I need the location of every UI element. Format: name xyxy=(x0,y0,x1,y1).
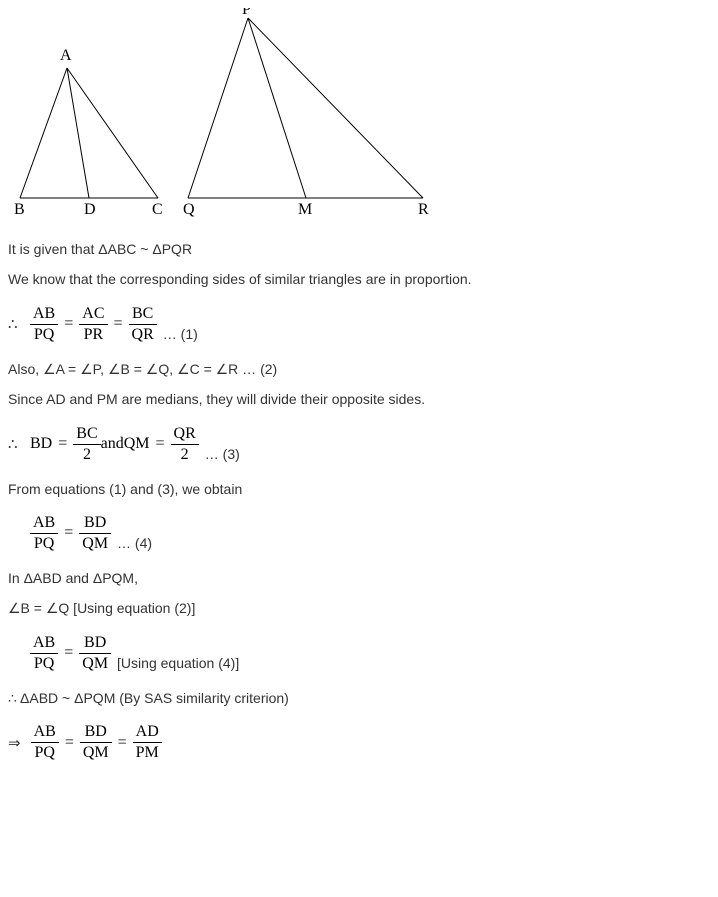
equation-5: ⇒ ABPQ = BDQM = ADPM xyxy=(8,723,710,762)
similar-triangles-diagram: A B C D P Q R M xyxy=(8,8,710,218)
equation-1: ∴ ABPQ = ACPR = BCQR … (1) xyxy=(8,305,710,344)
from-1-3-text: From equations (1) and (3), we obtain xyxy=(8,478,710,500)
svg-text:D: D xyxy=(84,201,96,218)
svg-text:M: M xyxy=(298,201,312,218)
equation-3-ref: … (3) xyxy=(205,446,240,464)
svg-text:B: B xyxy=(14,201,25,218)
svg-text:Q: Q xyxy=(183,201,195,218)
given-text: It is given that ΔABC ~ ΔPQR xyxy=(8,238,710,260)
equation-1-ref: … (1) xyxy=(163,326,198,344)
medians-text: Since AD and PM are medians, they will d… xyxy=(8,388,710,410)
in-abd-pqm-text: In ΔABD and ΔPQM, xyxy=(8,567,710,589)
therefore-symbol: ∴ xyxy=(8,315,20,333)
equation-4b: ABPQ = BDQM [Using equation (4)] xyxy=(8,634,710,673)
svg-text:R: R xyxy=(418,201,429,218)
using-4-text: [Using equation (4)] xyxy=(117,655,239,673)
angles-equal-text: Also, ∠A = ∠P, ∠B = ∠Q, ∠C = ∠R … (2) xyxy=(8,358,710,380)
equation-4-ref: … (4) xyxy=(117,535,152,553)
svg-text:C: C xyxy=(152,201,163,218)
therefore-symbol: ∴ xyxy=(8,435,20,453)
svg-text:P: P xyxy=(242,8,251,18)
proportion-text: We know that the corresponding sides of … xyxy=(8,268,710,290)
triangles-svg: A B C D P Q R M xyxy=(8,8,458,218)
angle-b-q-text: ∠B = ∠Q [Using equation (2)] xyxy=(8,597,710,619)
svg-text:A: A xyxy=(60,47,72,64)
implies-symbol: ⇒ xyxy=(8,734,21,752)
sas-conclusion-text: ∴ ΔABD ~ ΔPQM (By SAS similarity criteri… xyxy=(8,687,710,709)
equation-4: ABPQ = BDQM … (4) xyxy=(8,514,710,553)
equation-3: ∴ BD = BC2 and QM = QR2 … (3) xyxy=(8,425,710,464)
